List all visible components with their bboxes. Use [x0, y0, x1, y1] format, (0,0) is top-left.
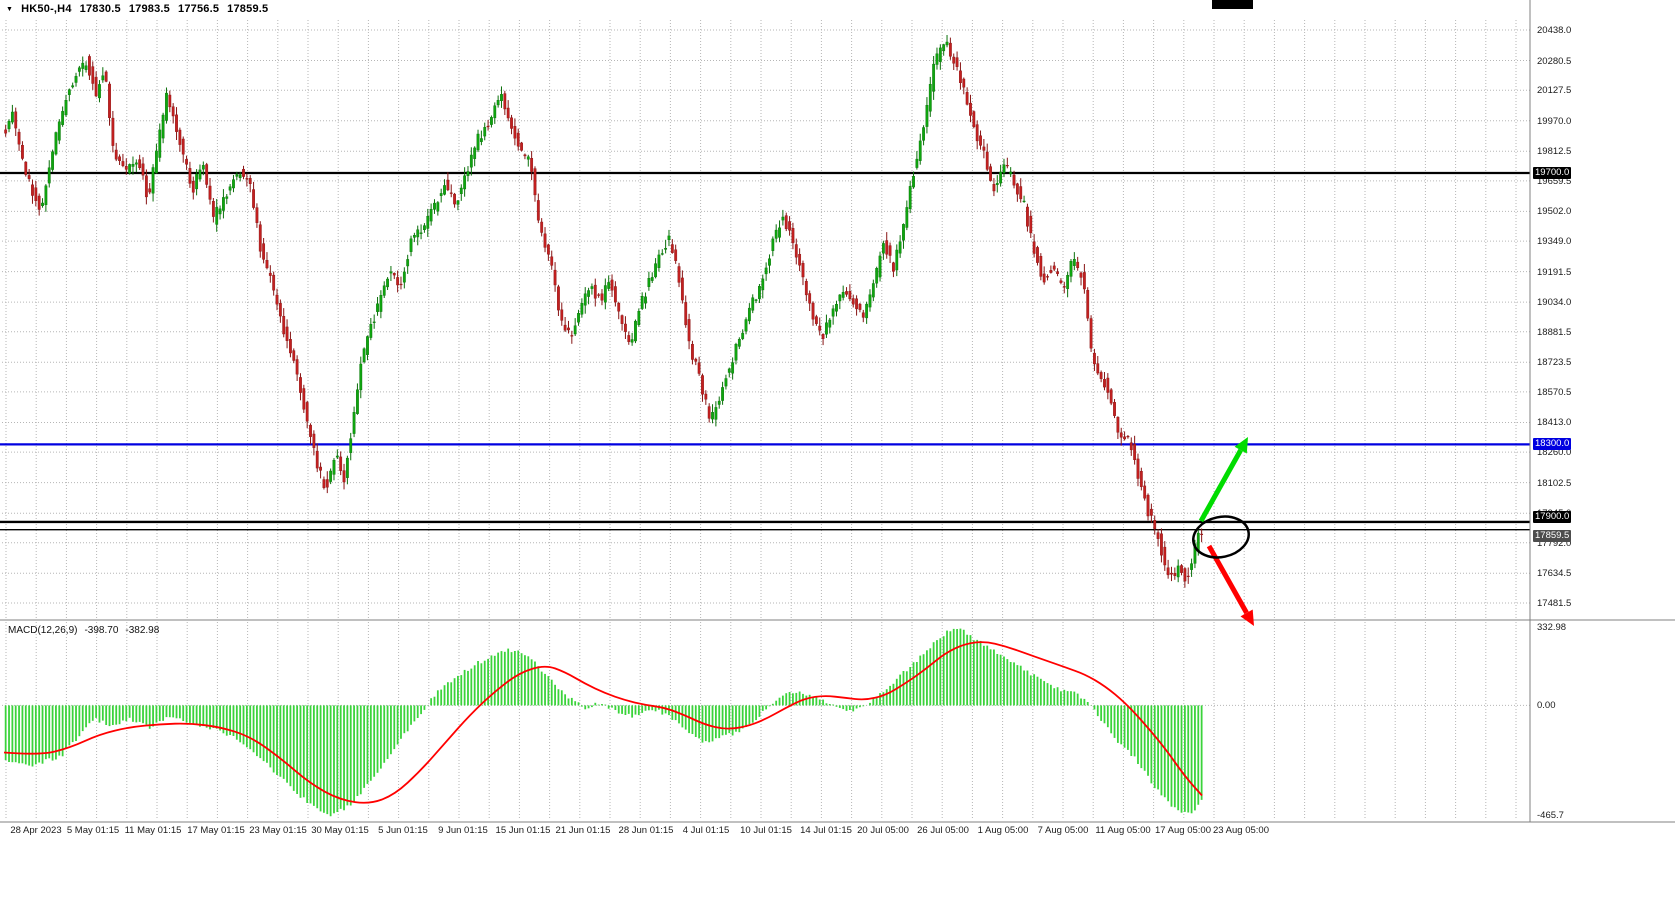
macd-signal-line	[3, 641, 1203, 804]
panel-borders	[0, 0, 1675, 823]
down-candle-bodies	[4, 42, 1204, 582]
grid-layer	[2, 20, 1530, 818]
ellipse-annotation[interactable]	[1189, 512, 1252, 563]
symbol-ohlc-bar: ▼ HK50-,H4 17830.5 17983.5 17756.5 17859…	[6, 3, 276, 15]
macd-name: MACD(12,26,9)	[8, 625, 78, 636]
macd-histogram	[4, 628, 1203, 817]
support-resistance-levels[interactable]	[0, 171, 1530, 531]
down-candle-wicks	[5, 37, 1203, 588]
up-candle-bodies	[7, 41, 1200, 578]
macd-indicator-label: MACD(12,26,9) -398.70 -382.98	[8, 625, 166, 636]
top-right-marker	[1212, 0, 1253, 9]
ohlc-dropdown-icon[interactable]: ▼	[6, 5, 14, 13]
symbol-timeframe: HK50-,H4	[21, 3, 72, 15]
ohlc-close: 17859.5	[227, 3, 269, 15]
bullish-arrow-annotation[interactable]	[1198, 437, 1248, 523]
ohlc-high: 17983.5	[128, 3, 170, 15]
ohlc-open: 17830.5	[79, 3, 121, 15]
macd-main-value: -398.70	[84, 625, 119, 636]
candles-layer	[4, 35, 1204, 588]
ohlc-low: 17756.5	[178, 3, 220, 15]
macd-signal-value: -382.98	[125, 625, 160, 636]
